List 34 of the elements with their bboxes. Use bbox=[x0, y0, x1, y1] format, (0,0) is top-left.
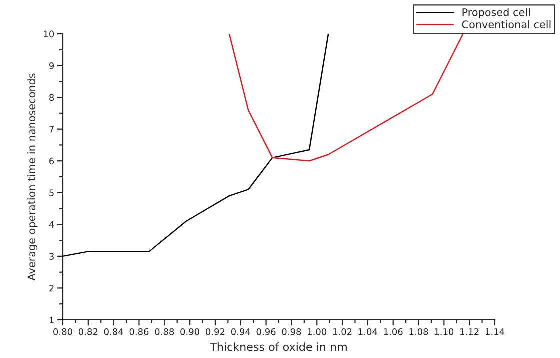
y-tick-label: 7 bbox=[50, 126, 54, 133]
y-tick-label: 5 bbox=[50, 190, 54, 196]
x-tick-label: 0.94 bbox=[231, 328, 250, 336]
y-tick-label: 8 bbox=[50, 94, 54, 102]
line-series bbox=[63, 34, 330, 258]
x-tick-label: 0.86 bbox=[130, 328, 149, 336]
x-tick-label: 1.04 bbox=[358, 328, 378, 336]
x-tick-label: 0.96 bbox=[256, 328, 276, 336]
x-tick-label: 1.10 bbox=[435, 328, 454, 336]
x-tick-label: 1.14 bbox=[486, 328, 505, 336]
y-tick-label: 9 bbox=[49, 62, 54, 70]
y-tick-label: 4 bbox=[49, 222, 54, 228]
y-tick-label: 6 bbox=[50, 158, 54, 165]
x-tick-label: 1.00 bbox=[308, 328, 327, 336]
x-tick-label: 0.90 bbox=[180, 328, 200, 336]
x-tick-label: 1.08 bbox=[410, 328, 428, 336]
y-tick-label: 1 bbox=[50, 316, 54, 324]
x-tick-label: 0.88 bbox=[155, 328, 174, 336]
x-tick-label: 1.06 bbox=[384, 328, 403, 336]
x-tick-label: 0.80 bbox=[54, 328, 72, 336]
legend-label: Proposed cell bbox=[462, 8, 530, 18]
x-tick-label: 0.82 bbox=[78, 328, 98, 336]
y-tick-label: 10 bbox=[44, 30, 54, 38]
x-axis-title: Thickness of oxide in nm bbox=[210, 342, 347, 352]
y-tick-label: 3 bbox=[50, 253, 54, 260]
x-tick-label: 0.84 bbox=[104, 328, 124, 336]
line-series bbox=[228, 34, 464, 162]
legend-label: Conventional cell bbox=[462, 20, 551, 29]
x-tick-label: 1.12 bbox=[460, 328, 479, 336]
x-tick-label: 0.92 bbox=[206, 328, 225, 336]
y-axis-title: Average operation time in nanoseconds bbox=[28, 74, 38, 281]
x-tick-label: 1.02 bbox=[333, 328, 352, 336]
x-tick-label: 0.98 bbox=[282, 328, 302, 336]
y-tick-label: 2 bbox=[50, 284, 54, 292]
